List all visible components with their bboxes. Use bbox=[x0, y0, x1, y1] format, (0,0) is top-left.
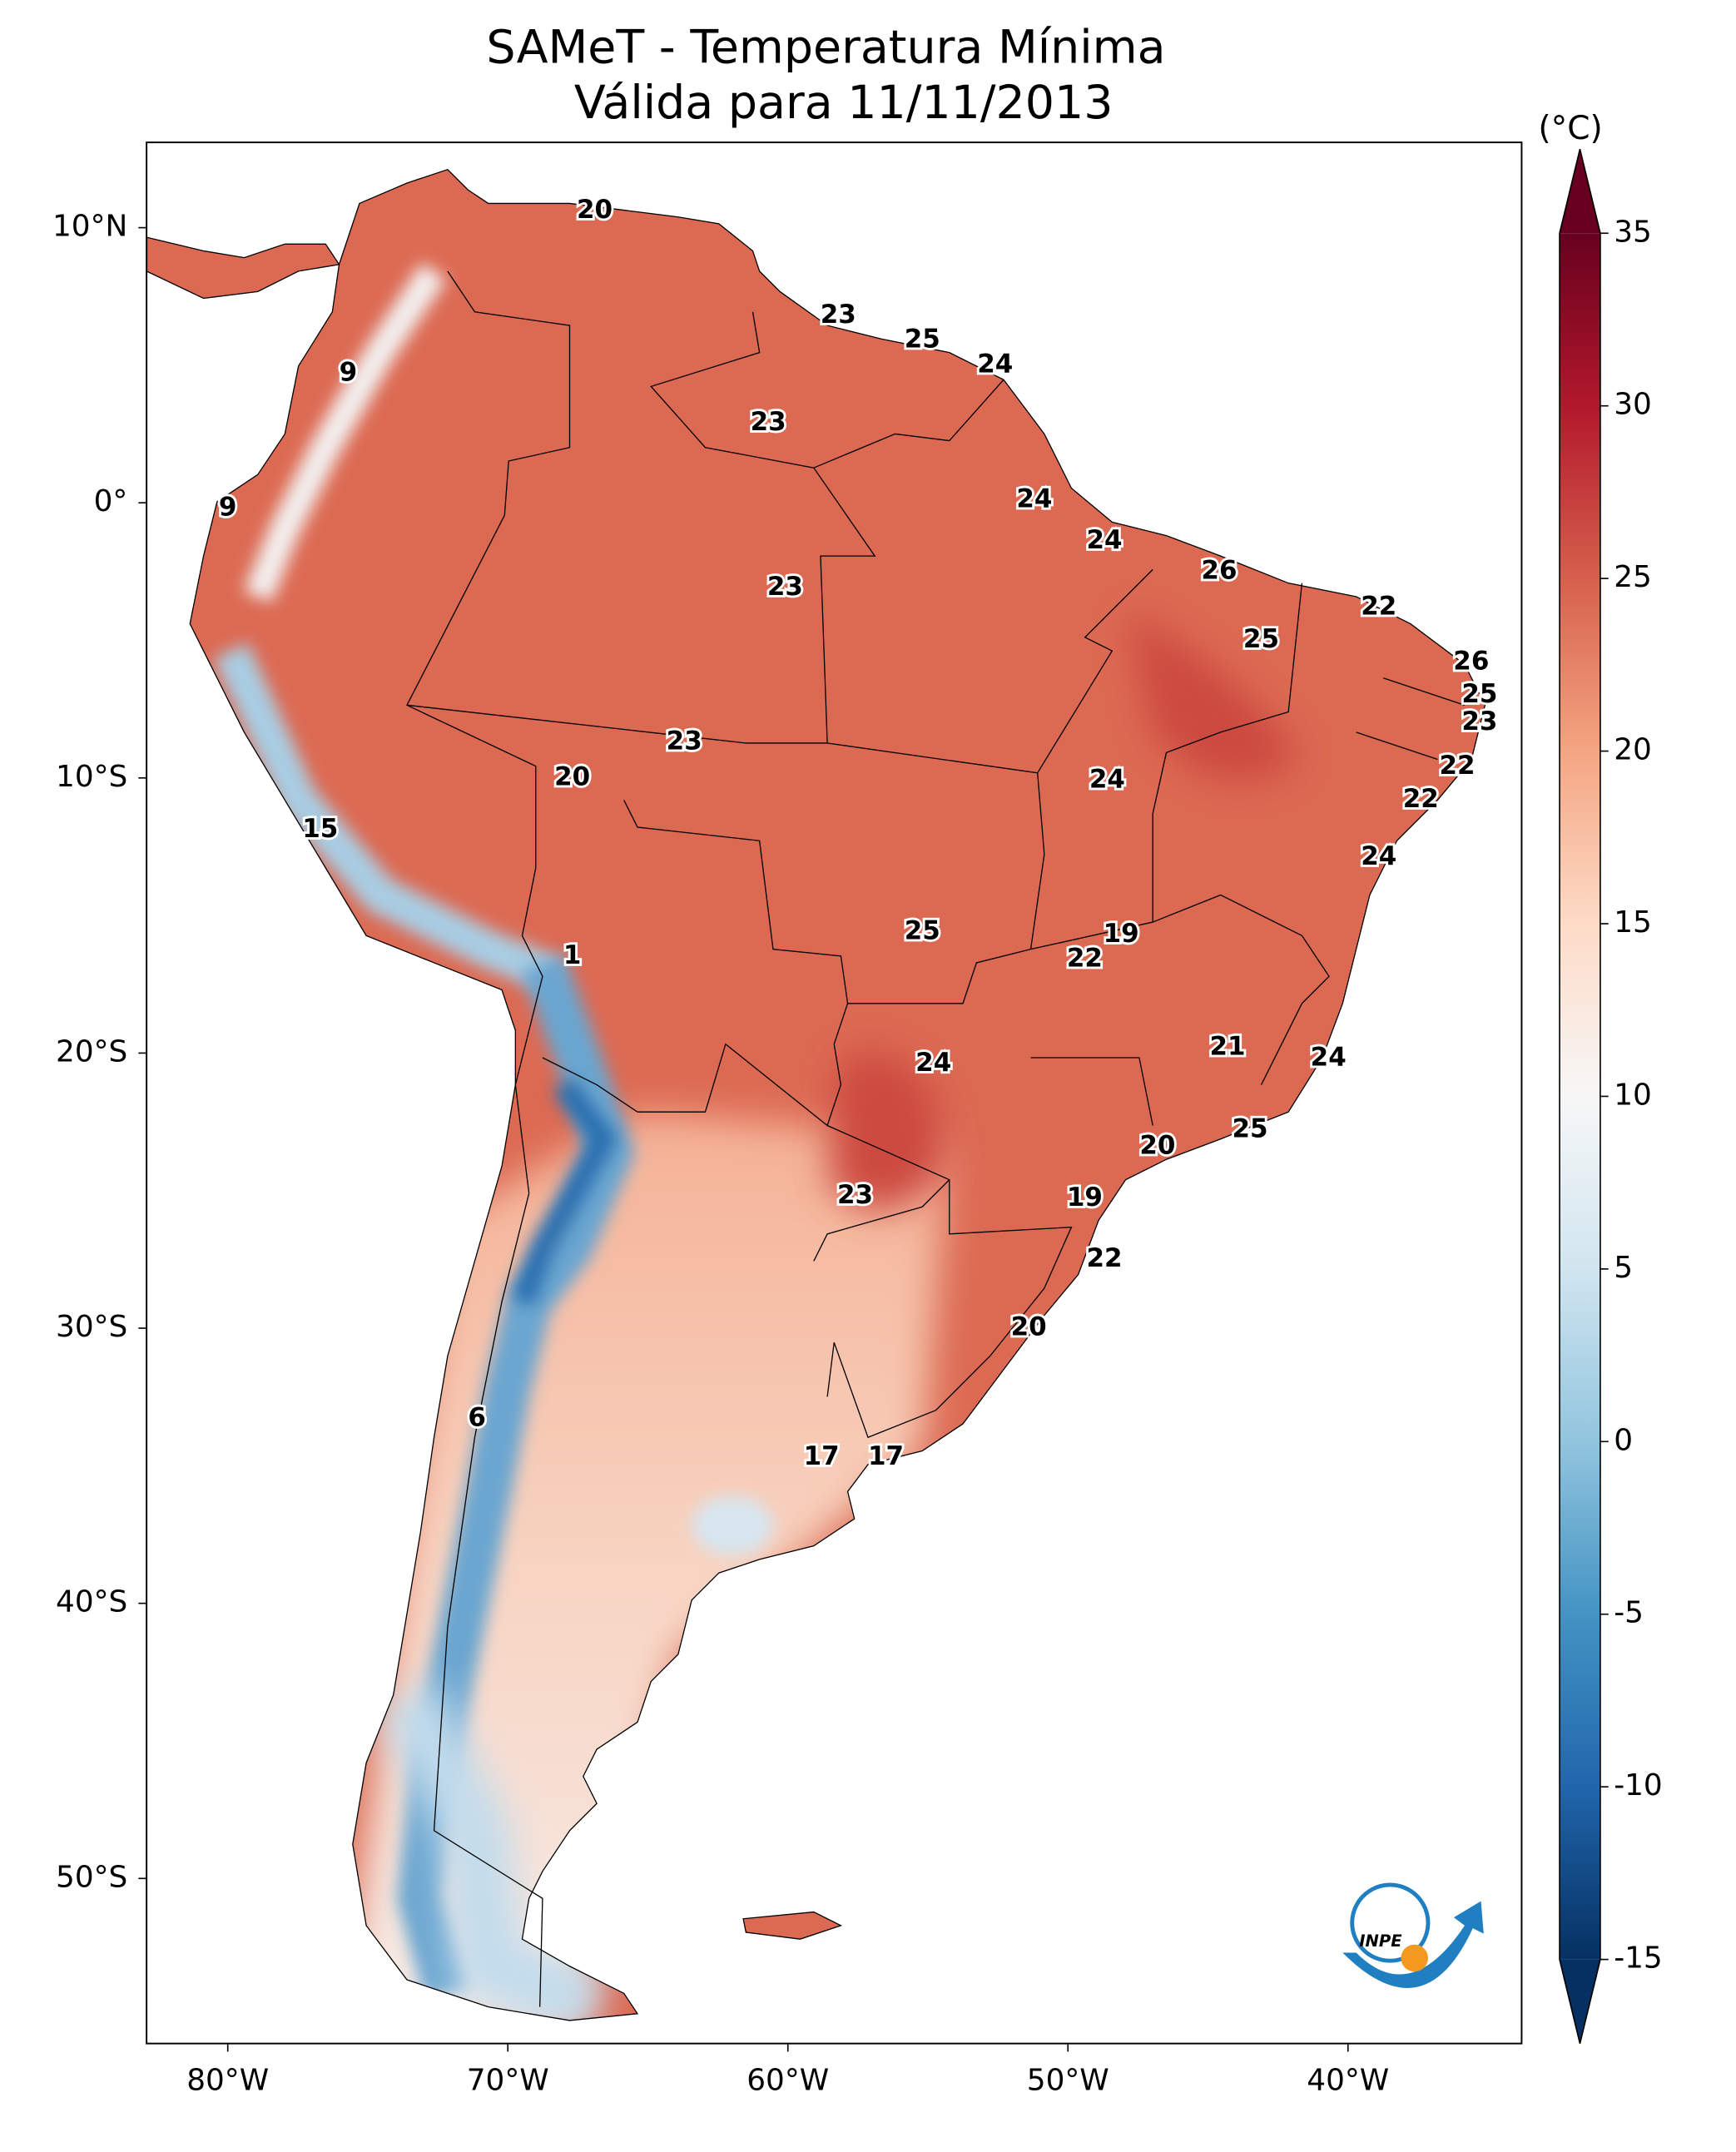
colorbar-tick-label: -5 bbox=[1614, 1596, 1644, 1630]
borders bbox=[146, 168, 1486, 2021]
station-value: 23 bbox=[767, 572, 803, 602]
station-value: 25 bbox=[1243, 624, 1279, 654]
station-value: 21 bbox=[1210, 1031, 1246, 1061]
station-value: 25 bbox=[905, 325, 940, 355]
station-value: 22 bbox=[1086, 1243, 1122, 1273]
colorbar-tick-label: -10 bbox=[1614, 1768, 1663, 1802]
station-value: 26 bbox=[1201, 555, 1237, 585]
y-tick-label: 50°S bbox=[56, 1860, 127, 1894]
station-value: 22 bbox=[1439, 751, 1475, 781]
station-value: 23 bbox=[821, 300, 856, 330]
station-value: 17 bbox=[868, 1441, 904, 1471]
station-value: 24 bbox=[1086, 525, 1122, 555]
station-value: 25 bbox=[1461, 679, 1497, 709]
colorbar-tick-label: 20 bbox=[1614, 733, 1652, 767]
station-value: 24 bbox=[1016, 483, 1052, 513]
station-value: 25 bbox=[905, 915, 940, 945]
y-tick-label: 20°S bbox=[56, 1034, 127, 1069]
map-title: SAMeT - Temperatura Mínima bbox=[486, 21, 1165, 74]
colorbar-tick-label: 0 bbox=[1614, 1423, 1633, 1457]
map-subtitle: Válida para 11/11/2013 bbox=[574, 77, 1114, 130]
station-value: 9 bbox=[219, 492, 237, 522]
station-value: 23 bbox=[751, 407, 786, 437]
station-value: 22 bbox=[1361, 591, 1396, 621]
station-value: 24 bbox=[977, 349, 1013, 379]
colorbar-tick-label: 15 bbox=[1614, 905, 1652, 940]
land bbox=[146, 169, 1486, 2021]
station-value: 22 bbox=[1403, 784, 1439, 814]
station-value: 26 bbox=[1453, 646, 1489, 676]
y-tick-label: 30°S bbox=[56, 1310, 127, 1344]
station-value: 20 bbox=[1139, 1130, 1175, 1160]
station-value: 17 bbox=[804, 1441, 840, 1471]
colorbar-tick-label: 5 bbox=[1614, 1251, 1633, 1285]
station-value: 24 bbox=[1089, 765, 1125, 795]
logo-text: INPE bbox=[1359, 1931, 1402, 1951]
station-value: 19 bbox=[1104, 919, 1139, 949]
x-tick-label: 70°W bbox=[467, 2063, 549, 2097]
station-value: 20 bbox=[1011, 1312, 1047, 1342]
station-value: 24 bbox=[1361, 841, 1396, 871]
y-tick-label: 0° bbox=[94, 484, 128, 518]
x-tick-label: 40°W bbox=[1307, 2063, 1389, 2097]
colorbar-tick-label: -15 bbox=[1614, 1941, 1663, 1976]
colorbar-tick-label: 35 bbox=[1614, 215, 1652, 249]
colorbar-tick-label: 25 bbox=[1614, 560, 1652, 594]
station-value: 19 bbox=[1067, 1183, 1103, 1212]
plot-frame bbox=[146, 141, 1523, 2045]
station-value: 15 bbox=[302, 814, 338, 844]
inpe-logo: INPE bbox=[1342, 1882, 1484, 1988]
colorbar-unit: (°C) bbox=[1538, 110, 1602, 147]
station-value: 22 bbox=[1067, 944, 1103, 974]
x-tick-label: 60°W bbox=[746, 2063, 829, 2097]
station-value: 24 bbox=[915, 1048, 951, 1078]
colorbar bbox=[1560, 233, 1600, 1960]
station-value: 23 bbox=[667, 726, 702, 756]
colorbar-tick-label: 10 bbox=[1614, 1078, 1652, 1112]
station-value: 20 bbox=[577, 195, 613, 225]
station-value: 25 bbox=[1232, 1114, 1267, 1144]
y-tick-label: 10°N bbox=[52, 210, 127, 244]
colorbar-extend-bottom bbox=[1560, 1959, 1600, 2044]
y-tick-label: 10°S bbox=[56, 760, 127, 794]
colorbar-extend-top bbox=[1560, 149, 1600, 234]
station-value: 24 bbox=[1311, 1043, 1347, 1073]
station-value: 9 bbox=[340, 357, 358, 387]
station-value: 1 bbox=[563, 940, 582, 970]
station-value: 23 bbox=[1461, 707, 1497, 736]
station-value: 6 bbox=[468, 1403, 486, 1433]
x-tick-label: 50°W bbox=[1027, 2063, 1109, 2097]
x-tick-label: 80°W bbox=[186, 2063, 269, 2097]
station-value: 23 bbox=[837, 1180, 873, 1210]
colorbar-tick-label: 30 bbox=[1614, 388, 1652, 422]
y-tick-label: 40°S bbox=[56, 1585, 127, 1619]
station-value: 20 bbox=[554, 761, 590, 791]
